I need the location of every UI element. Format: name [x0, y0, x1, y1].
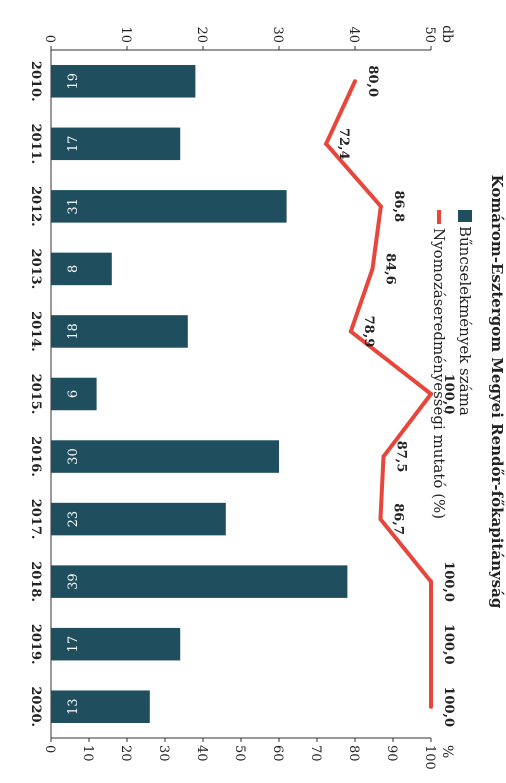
line-point — [381, 454, 386, 459]
bar — [51, 565, 348, 598]
line-value-label: 78,9 — [361, 316, 376, 348]
y-left-unit: db — [439, 25, 455, 43]
line-value-label: 72,4 — [336, 128, 351, 160]
bar — [51, 627, 181, 661]
y-left-tick-label: 40 — [346, 26, 361, 43]
line-point — [429, 392, 433, 396]
y-right-tick-label: 100 — [422, 745, 437, 770]
x-tick-label: 2015. — [28, 374, 43, 415]
bar — [51, 440, 279, 473]
bar — [51, 65, 196, 98]
series-line — [324, 80, 433, 707]
line-point — [429, 579, 433, 584]
x-tick-label: 2017. — [28, 499, 43, 540]
y-left-tick-label: 20 — [194, 26, 209, 43]
y-right-tick-label: 50 — [232, 745, 247, 762]
line-point — [324, 141, 329, 146]
y-left-tick-label: 0 — [42, 35, 57, 43]
line-value-label: 100,0 — [441, 624, 456, 665]
line-value-label: 100,0 — [441, 374, 456, 415]
y-right-tick-label: 0 — [42, 745, 57, 753]
y-right-tick-label: 80 — [346, 745, 361, 762]
bar — [50, 690, 150, 723]
line-value-label: 80,0 — [365, 65, 380, 97]
y-right-unit: % — [439, 745, 455, 758]
bar-value-label: 8 — [66, 265, 81, 273]
y-right-tick-label: 90 — [384, 745, 399, 762]
x-tick-label: 2012. — [28, 186, 43, 227]
bar-value-label: 30 — [66, 448, 81, 465]
line-point — [429, 642, 433, 647]
bar-value-label: 13 — [66, 698, 81, 715]
bar-value-label: 19 — [66, 73, 81, 90]
bar — [50, 315, 188, 348]
line-value-label: 100,0 — [441, 686, 456, 727]
y-right-tick-label: 60 — [270, 745, 285, 762]
x-tick-label: 2016. — [28, 436, 43, 477]
line-point — [378, 204, 383, 209]
x-tick-label: 2014. — [28, 311, 43, 352]
bar-value-label: 23 — [66, 511, 81, 528]
x-tick-label: 2010. — [28, 61, 43, 102]
y-right-tick-label: 10 — [80, 745, 95, 762]
line-point — [429, 704, 433, 709]
y-right-tick-label: 70 — [308, 745, 323, 762]
bar — [51, 377, 97, 411]
y-left-tick-label: 30 — [270, 26, 285, 43]
x-tick-label: 2019. — [28, 624, 43, 665]
line-value-label: 100,0 — [441, 561, 456, 602]
bar — [50, 502, 226, 536]
line-point — [378, 517, 383, 522]
bar-value-label: 39 — [66, 573, 81, 590]
x-tick-label: 2020. — [28, 686, 43, 727]
bar-value-label: 6 — [66, 390, 81, 398]
line-value-label: 86,7 — [390, 503, 405, 535]
x-tick-label: 2018. — [28, 561, 43, 602]
bar — [51, 190, 287, 223]
line-point — [348, 329, 353, 334]
line-point — [370, 266, 375, 271]
line-value-label: 86,8 — [391, 191, 406, 223]
x-tick-label: 2013. — [28, 249, 43, 290]
x-tick-label: 2011. — [28, 123, 43, 164]
bar-value-label: 17 — [66, 136, 81, 153]
bar-value-label: 31 — [66, 198, 81, 215]
y-right-tick-label: 30 — [156, 745, 171, 762]
y-left-tick-label: 50 — [422, 26, 437, 43]
y-left-tick-label: 10 — [118, 26, 133, 43]
y-right-tick-label: 40 — [194, 745, 209, 762]
bar-value-label: 18 — [66, 323, 81, 340]
line-value-label: 84,6 — [382, 253, 397, 285]
line-value-label: 87,5 — [394, 441, 409, 473]
bar — [51, 127, 181, 161]
y-right-tick-label: 20 — [118, 745, 133, 762]
bar — [50, 252, 112, 286]
bar-value-label: 17 — [66, 636, 81, 653]
line-point — [353, 79, 357, 84]
